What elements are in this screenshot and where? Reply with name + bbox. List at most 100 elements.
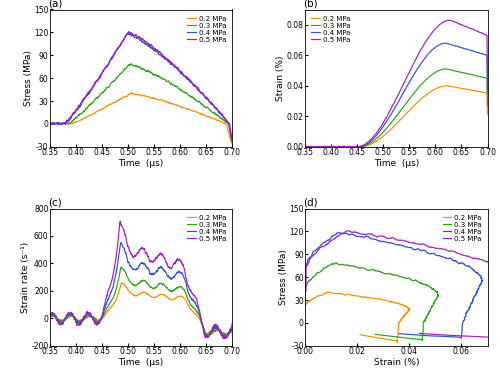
0.2 MPa (227, 329, 233, 334)
X-axis label: Time  (μs): Time (μs) (374, 158, 419, 168)
Y-axis label: Strain (%): Strain (%) (276, 55, 285, 101)
0.2 MPa (371, 296, 377, 301)
0.3 MPa (230, 133, 235, 138)
0.3 MPa (195, 311, 201, 316)
0.2 MPa (143, 94, 149, 98)
0.2 MPa (302, 144, 308, 149)
0.3 MPa (224, 335, 230, 340)
0.2 MPa (443, 84, 449, 88)
0.5 MPa (110, 54, 116, 59)
0.5 MPa (484, 78, 490, 82)
0.3 MPa (428, 306, 434, 311)
0.2 MPa (406, 308, 411, 313)
0.4 MPa (484, 90, 490, 94)
Line: 0.2 MPa: 0.2 MPa (306, 292, 410, 342)
Legend: 0.2 MPa, 0.3 MPa, 0.4 MPa, 0.5 MPa: 0.2 MPa, 0.3 MPa, 0.4 MPa, 0.5 MPa (184, 212, 229, 245)
0.4 MPa (110, 285, 116, 290)
0.3 MPa (143, 69, 149, 73)
0.3 MPa (227, 329, 233, 333)
Line: 0.4 MPa: 0.4 MPa (50, 33, 232, 139)
0.5 MPa (302, 144, 308, 149)
0.2 MPa (118, 281, 124, 285)
0.2 MPa (47, 121, 53, 126)
0.3 MPa (143, 279, 149, 284)
0.2 MPa (204, 333, 210, 337)
Line: 0.3 MPa: 0.3 MPa (50, 64, 232, 141)
0.5 MPa (195, 303, 201, 308)
Line: 0.3 MPa: 0.3 MPa (50, 267, 232, 337)
0.5 MPa (132, 253, 138, 258)
0.3 MPa (428, 308, 434, 312)
0.5 MPa (227, 327, 233, 332)
Line: 0.5 MPa: 0.5 MPa (305, 20, 488, 147)
0.3 MPa (372, 332, 378, 337)
0.3 MPa (128, 62, 134, 66)
0.4 MPa (226, 122, 232, 127)
0.3 MPa (302, 144, 308, 149)
0.3 MPa (91, 316, 97, 321)
0.4 MPa (303, 264, 309, 269)
0.2 MPa (230, 323, 235, 328)
0.4 MPa (323, 239, 329, 244)
0.3 MPa (336, 262, 342, 267)
0.3 MPa (132, 63, 138, 68)
0.5 MPa (303, 289, 309, 293)
0.5 MPa (318, 245, 324, 249)
Legend: 0.2 MPa, 0.3 MPa, 0.4 MPa, 0.5 MPa: 0.2 MPa, 0.3 MPa, 0.4 MPa, 0.5 MPa (308, 13, 353, 46)
0.2 MPa (398, 317, 404, 321)
Text: (c): (c) (48, 197, 62, 207)
0.5 MPa (220, 336, 226, 341)
0.4 MPa (195, 88, 201, 93)
0.3 MPa (332, 261, 338, 265)
0.2 MPa (405, 309, 411, 314)
0.2 MPa (132, 293, 138, 298)
0.4 MPa (143, 264, 149, 268)
0.4 MPa (482, 52, 488, 57)
0.2 MPa (346, 144, 352, 149)
0.5 MPa (143, 40, 149, 44)
0.4 MPa (468, 266, 474, 271)
0.4 MPa (143, 41, 149, 46)
0.4 MPa (230, 322, 235, 326)
0.3 MPa (47, 122, 53, 126)
X-axis label: Time  (μs): Time (μs) (118, 158, 164, 168)
0.5 MPa (446, 18, 452, 22)
0.2 MPa (110, 303, 116, 307)
0.4 MPa (336, 230, 342, 235)
0.2 MPa (450, 84, 456, 89)
0.5 MPa (346, 144, 352, 149)
0.4 MPa (396, 331, 402, 336)
0.5 MPa (230, 321, 235, 326)
0.4 MPa (110, 55, 116, 60)
0.4 MPa (195, 306, 201, 311)
0.2 MPa (230, 133, 235, 138)
0.5 MPa (450, 19, 456, 24)
0.4 MPa (473, 291, 479, 295)
Y-axis label: Stress (MPa): Stress (MPa) (279, 249, 288, 305)
0.2 MPa (132, 92, 138, 97)
0.4 MPa (91, 84, 97, 88)
0.4 MPa (230, 132, 235, 137)
0.4 MPa (118, 240, 124, 245)
0.2 MPa (482, 90, 488, 95)
0.3 MPa (47, 316, 53, 320)
0.4 MPa (355, 234, 361, 239)
0.3 MPa (118, 265, 124, 269)
0.3 MPa (316, 144, 322, 149)
0.2 MPa (47, 315, 53, 320)
Line: 0.4 MPa: 0.4 MPa (306, 233, 482, 338)
0.2 MPa (484, 112, 490, 117)
0.4 MPa (47, 314, 53, 319)
0.2 MPa (128, 90, 134, 95)
0.2 MPa (110, 100, 116, 105)
0.4 MPa (228, 137, 234, 141)
0.4 MPa (450, 43, 456, 48)
Line: 0.4 MPa: 0.4 MPa (305, 43, 488, 147)
0.3 MPa (110, 79, 116, 84)
0.2 MPa (358, 332, 364, 337)
Line: 0.3 MPa: 0.3 MPa (305, 69, 488, 147)
0.4 MPa (124, 31, 130, 36)
0.3 MPa (482, 75, 488, 80)
Line: 0.5 MPa: 0.5 MPa (50, 221, 232, 339)
0.4 MPa (442, 41, 448, 45)
